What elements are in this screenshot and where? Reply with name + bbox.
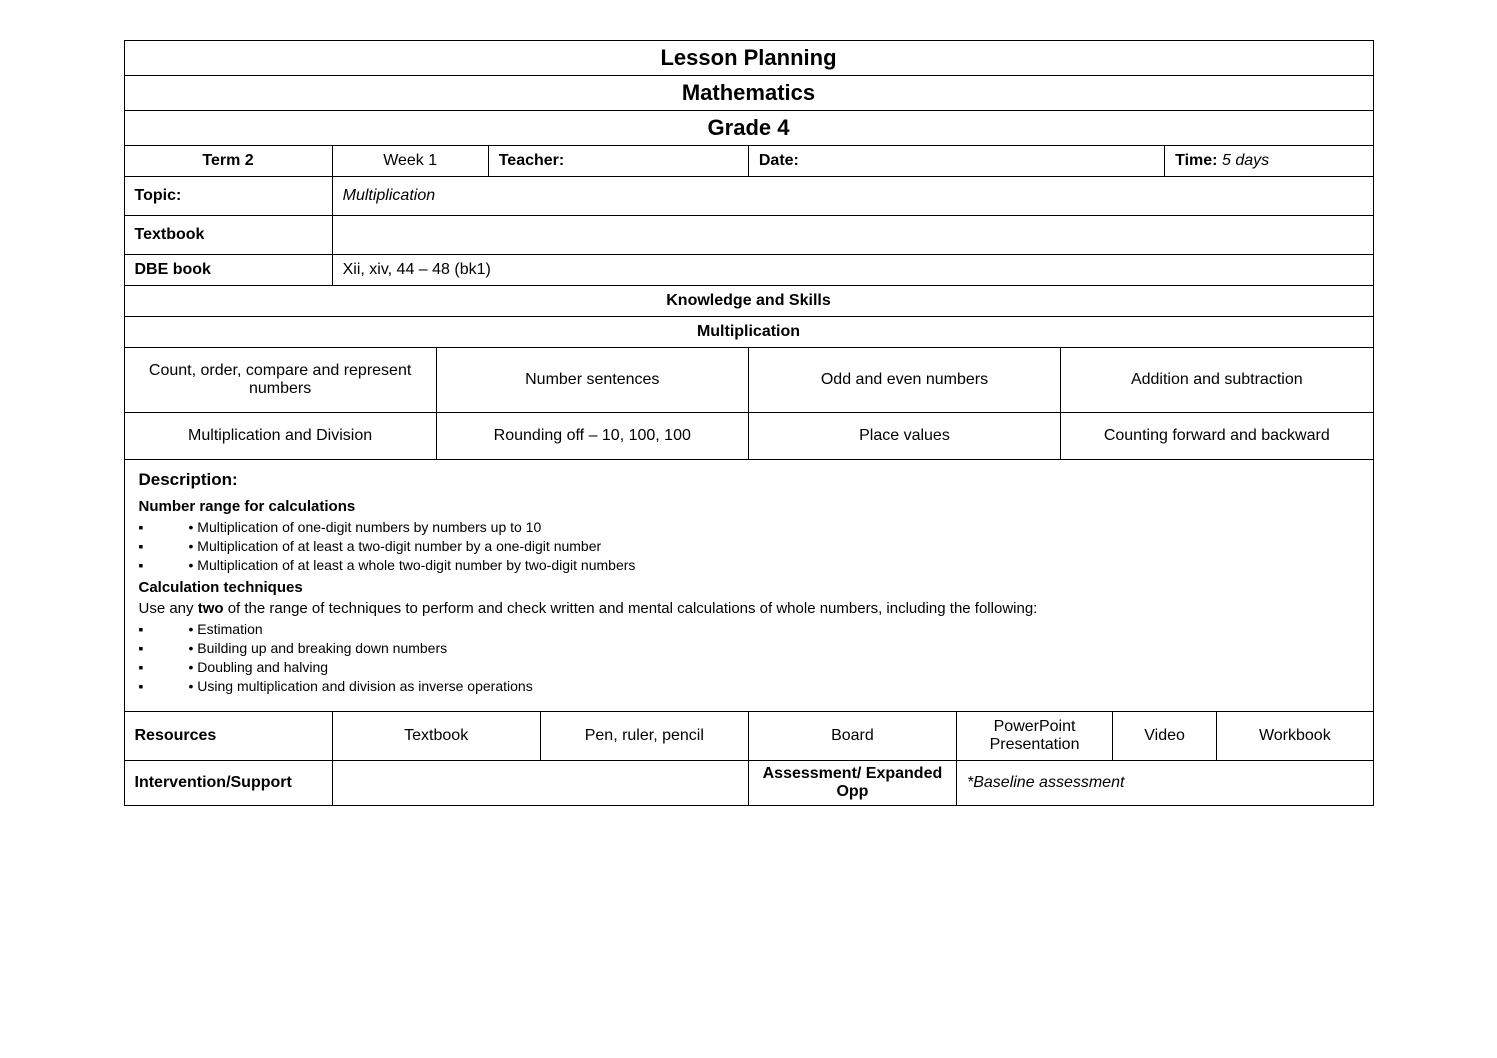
desc-bullet-text: • Building up and breaking down numbers bbox=[189, 640, 448, 656]
desc-bullet-text: • Multiplication of one-digit numbers by… bbox=[189, 519, 542, 535]
intervention-label: Intervention/Support bbox=[124, 761, 332, 806]
date-label: Date: bbox=[759, 152, 799, 169]
topic-value: Multiplication bbox=[332, 177, 1373, 216]
resource-item: Board bbox=[748, 712, 956, 761]
desc-sub2-title: Calculation techniques bbox=[139, 579, 1359, 596]
resource-item: PowerPoint Presentation bbox=[957, 712, 1113, 761]
desc-bullet-text: • Doubling and halving bbox=[189, 659, 329, 675]
skill-cell: Count, order, compare and represent numb… bbox=[124, 348, 436, 413]
description-row: Description: Number range for calculatio… bbox=[124, 460, 1373, 712]
intro-a: Use any bbox=[139, 600, 198, 617]
desc-bullet: ▪• Multiplication of at least a whole tw… bbox=[139, 557, 1359, 573]
desc-bullet: ▪• Building up and breaking down numbers bbox=[139, 640, 1359, 656]
skill-cell: Odd and even numbers bbox=[748, 348, 1060, 413]
term-cell: Term 2 bbox=[124, 146, 332, 177]
resource-item: Pen, ruler, pencil bbox=[540, 712, 748, 761]
textbook-row: Textbook bbox=[124, 216, 1373, 255]
teacher-cell: Teacher: bbox=[488, 146, 748, 177]
desc-bullet: ▪• Doubling and halving bbox=[139, 659, 1359, 675]
resources-row: Resources Textbook Pen, ruler, pencil Bo… bbox=[124, 712, 1373, 761]
dbe-label: DBE book bbox=[124, 255, 332, 286]
skill-cell: Rounding off – 10, 100, 100 bbox=[436, 413, 748, 460]
desc-bullet: ▪• Multiplication of one-digit numbers b… bbox=[139, 519, 1359, 535]
topic-label: Topic: bbox=[124, 177, 332, 216]
desc-bullet-text: • Using multiplication and division as i… bbox=[189, 678, 533, 694]
desc-bullet-text: • Multiplication of at least a whole two… bbox=[189, 557, 636, 573]
dbe-row: DBE book Xii, xiv, 44 – 48 (bk1) bbox=[124, 255, 1373, 286]
skill-cell: Addition and subtraction bbox=[1061, 348, 1373, 413]
textbook-value bbox=[332, 216, 1373, 255]
doc-grade: Grade 4 bbox=[124, 111, 1373, 146]
footer-row: Intervention/Support Assessment/ Expande… bbox=[124, 761, 1373, 806]
doc-title: Lesson Planning bbox=[124, 41, 1373, 76]
meta-row: Term 2 Week 1 Teacher: Date: Time: 5 day… bbox=[124, 146, 1373, 177]
resource-item: Workbook bbox=[1217, 712, 1373, 761]
teacher-label: Teacher: bbox=[499, 152, 565, 169]
intervention-value bbox=[332, 761, 748, 806]
textbook-label: Textbook bbox=[124, 216, 332, 255]
time-label: Time: bbox=[1175, 152, 1217, 169]
skill-cell: Number sentences bbox=[436, 348, 748, 413]
description-cell: Description: Number range for calculatio… bbox=[124, 460, 1373, 712]
resources-label: Resources bbox=[124, 712, 332, 761]
doc-subject: Mathematics bbox=[124, 76, 1373, 111]
desc-bullet-text: • Multiplication of at least a two-digit… bbox=[189, 538, 602, 554]
desc-sub2-intro: Use any two of the range of techniques t… bbox=[139, 600, 1359, 617]
skill-cell: Counting forward and backward bbox=[1061, 413, 1373, 460]
lesson-plan-table: Lesson Planning Mathematics Grade 4 Term… bbox=[124, 40, 1374, 806]
resource-item: Textbook bbox=[332, 712, 540, 761]
dbe-value: Xii, xiv, 44 – 48 (bk1) bbox=[332, 255, 1373, 286]
resource-item: Video bbox=[1113, 712, 1217, 761]
topic-row: Topic: Multiplication bbox=[124, 177, 1373, 216]
skills-row-1: Count, order, compare and represent numb… bbox=[124, 348, 1373, 413]
description-title: Description: bbox=[139, 470, 1359, 490]
desc-sub1-title: Number range for calculations bbox=[139, 498, 1359, 515]
skill-cell: Place values bbox=[748, 413, 1060, 460]
knowledge-skills-sub: Multiplication bbox=[124, 317, 1373, 348]
skill-cell: Multiplication and Division bbox=[124, 413, 436, 460]
knowledge-skills-title: Knowledge and Skills bbox=[124, 286, 1373, 317]
desc-bullet: ▪• Using multiplication and division as … bbox=[139, 678, 1359, 694]
desc-bullet: ▪• Multiplication of at least a two-digi… bbox=[139, 538, 1359, 554]
time-cell: Time: 5 days bbox=[1165, 146, 1373, 177]
assessment-value: *Baseline assessment bbox=[957, 761, 1374, 806]
lesson-plan-document: Lesson Planning Mathematics Grade 4 Term… bbox=[124, 40, 1374, 806]
skills-row-2: Multiplication and Division Rounding off… bbox=[124, 413, 1373, 460]
date-cell: Date: bbox=[748, 146, 1164, 177]
desc-bullet: ▪• Estimation bbox=[139, 621, 1359, 637]
desc-bullet-text: • Estimation bbox=[189, 621, 263, 637]
week-cell: Week 1 bbox=[332, 146, 488, 177]
time-value: 5 days bbox=[1222, 152, 1269, 169]
intro-b: two bbox=[198, 600, 224, 617]
assessment-label: Assessment/ Expanded Opp bbox=[748, 761, 956, 806]
intro-c: of the range of techniques to perform an… bbox=[224, 600, 1038, 617]
